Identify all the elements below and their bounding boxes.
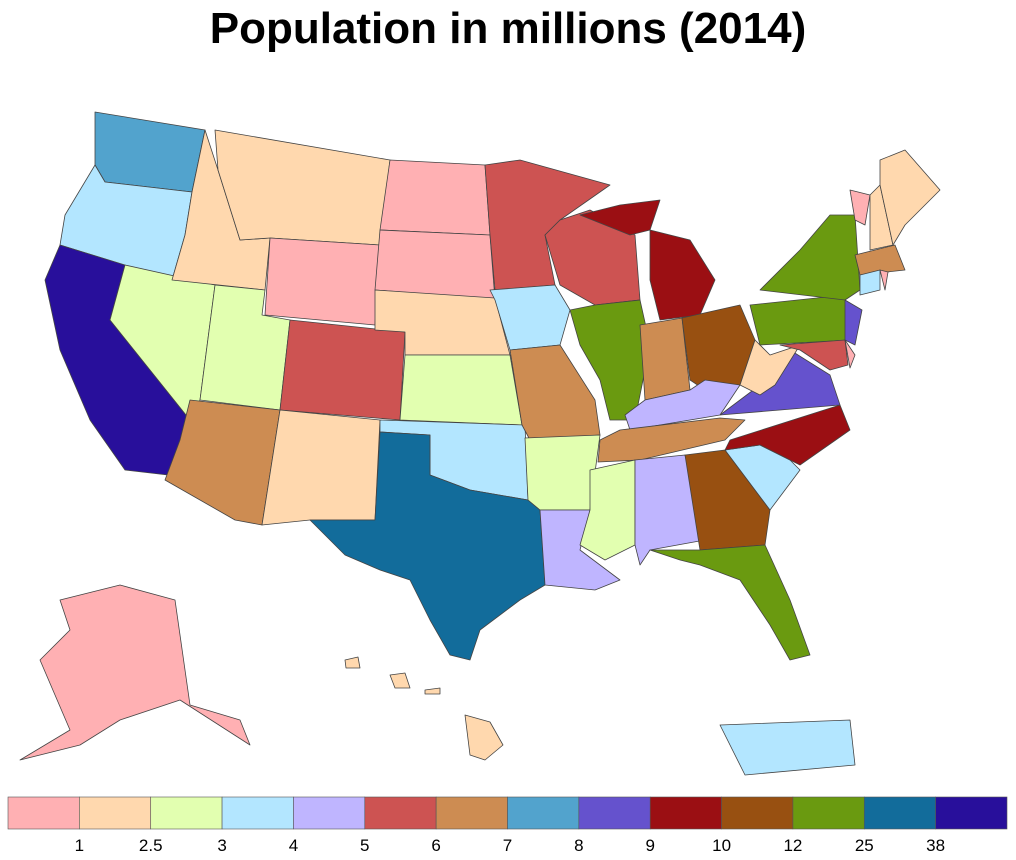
state-shape <box>749 294 851 346</box>
legend-swatch <box>79 796 152 830</box>
state-ks <box>399 354 523 426</box>
legend-label: 2.5 <box>139 836 163 855</box>
legend-label: 1 <box>75 836 84 855</box>
legend-label: 5 <box>360 836 369 855</box>
state-shape <box>639 317 691 401</box>
legend-swatch <box>721 796 794 830</box>
state-shape <box>719 719 856 776</box>
state-shape <box>389 672 411 689</box>
map-title: Population in millions (2014) <box>209 4 807 53</box>
legend-label: 25 <box>855 836 874 855</box>
state-shape <box>399 354 523 426</box>
state-shape <box>94 111 206 193</box>
state-shape <box>879 269 889 291</box>
state-shape <box>464 714 504 761</box>
state-shape <box>879 149 941 246</box>
state-wa <box>94 111 206 193</box>
state-il <box>569 299 651 421</box>
state-shape <box>579 199 661 236</box>
state-de <box>844 339 856 369</box>
legend-swatch <box>792 796 865 830</box>
state-pr <box>719 719 856 776</box>
state-shape <box>544 209 641 306</box>
state-shape <box>569 299 651 421</box>
state-ga <box>684 449 771 551</box>
state-ri <box>879 269 889 291</box>
state-co <box>279 319 406 421</box>
legend-swatch <box>435 796 508 830</box>
state-shape <box>649 544 811 661</box>
state-shape <box>509 344 601 441</box>
legend-label: 9 <box>645 836 654 855</box>
legend-label: 7 <box>503 836 512 855</box>
state-pa <box>749 294 851 346</box>
state-fl <box>649 544 811 661</box>
state-shape <box>844 299 863 346</box>
state-tx <box>309 431 546 661</box>
legend-label: 10 <box>712 836 731 855</box>
legend-label: 3 <box>217 836 226 855</box>
state-shape <box>844 339 856 369</box>
state-shape <box>261 409 381 526</box>
state-in <box>639 317 691 401</box>
legend-label: 6 <box>431 836 440 855</box>
state-shape <box>309 431 546 661</box>
state-shape <box>759 214 861 301</box>
legend-label: 4 <box>289 836 298 855</box>
state-mo <box>509 344 601 441</box>
state-ak <box>19 584 251 761</box>
state-shape <box>344 656 361 669</box>
state-shape <box>19 584 251 761</box>
state-ny <box>759 214 861 301</box>
legend-swatch <box>293 796 366 830</box>
state-shape <box>424 687 441 695</box>
state-shape <box>379 159 491 236</box>
state-me <box>879 149 941 246</box>
state-shape <box>649 229 716 321</box>
state-ma <box>854 244 906 276</box>
legend-swatch <box>507 796 580 830</box>
state-sd <box>374 229 496 301</box>
state-wi <box>544 209 641 306</box>
state-mt <box>214 129 391 246</box>
state-md <box>779 339 849 371</box>
legend-swatch <box>935 796 1008 830</box>
state-hi <box>344 656 504 761</box>
state-shape <box>264 237 381 326</box>
legend-swatch <box>649 796 722 830</box>
legend-swatch <box>578 796 651 830</box>
legend-label: 12 <box>783 836 802 855</box>
state-tn <box>597 417 746 463</box>
legend-swatch <box>150 796 223 830</box>
state-vt <box>849 189 871 226</box>
legend-label: 8 <box>574 836 583 855</box>
legend-label: 38 <box>926 836 945 855</box>
state-shape <box>597 417 746 463</box>
legend-swatch <box>863 796 936 830</box>
state-wy <box>264 237 381 326</box>
legend-swatch <box>7 796 80 830</box>
legend-swatch <box>221 796 294 830</box>
state-shape <box>214 129 391 246</box>
state-nj <box>844 299 863 346</box>
state-shape <box>524 434 601 511</box>
state-shape <box>374 229 496 301</box>
state-shape <box>779 339 849 371</box>
state-shape <box>684 449 771 551</box>
state-shape <box>849 189 871 226</box>
states-layer <box>19 111 941 776</box>
color-legend: 1 2.5 3 4 5 6 7 8 9 10 12 25 38 <box>7 796 1008 855</box>
state-shape <box>854 244 906 276</box>
state-ar <box>524 434 601 511</box>
state-nd <box>379 159 491 236</box>
legend-swatch <box>364 796 437 830</box>
state-shape <box>279 319 406 421</box>
state-ct <box>859 269 881 296</box>
state-nm <box>261 409 381 526</box>
state-shape <box>859 269 881 296</box>
